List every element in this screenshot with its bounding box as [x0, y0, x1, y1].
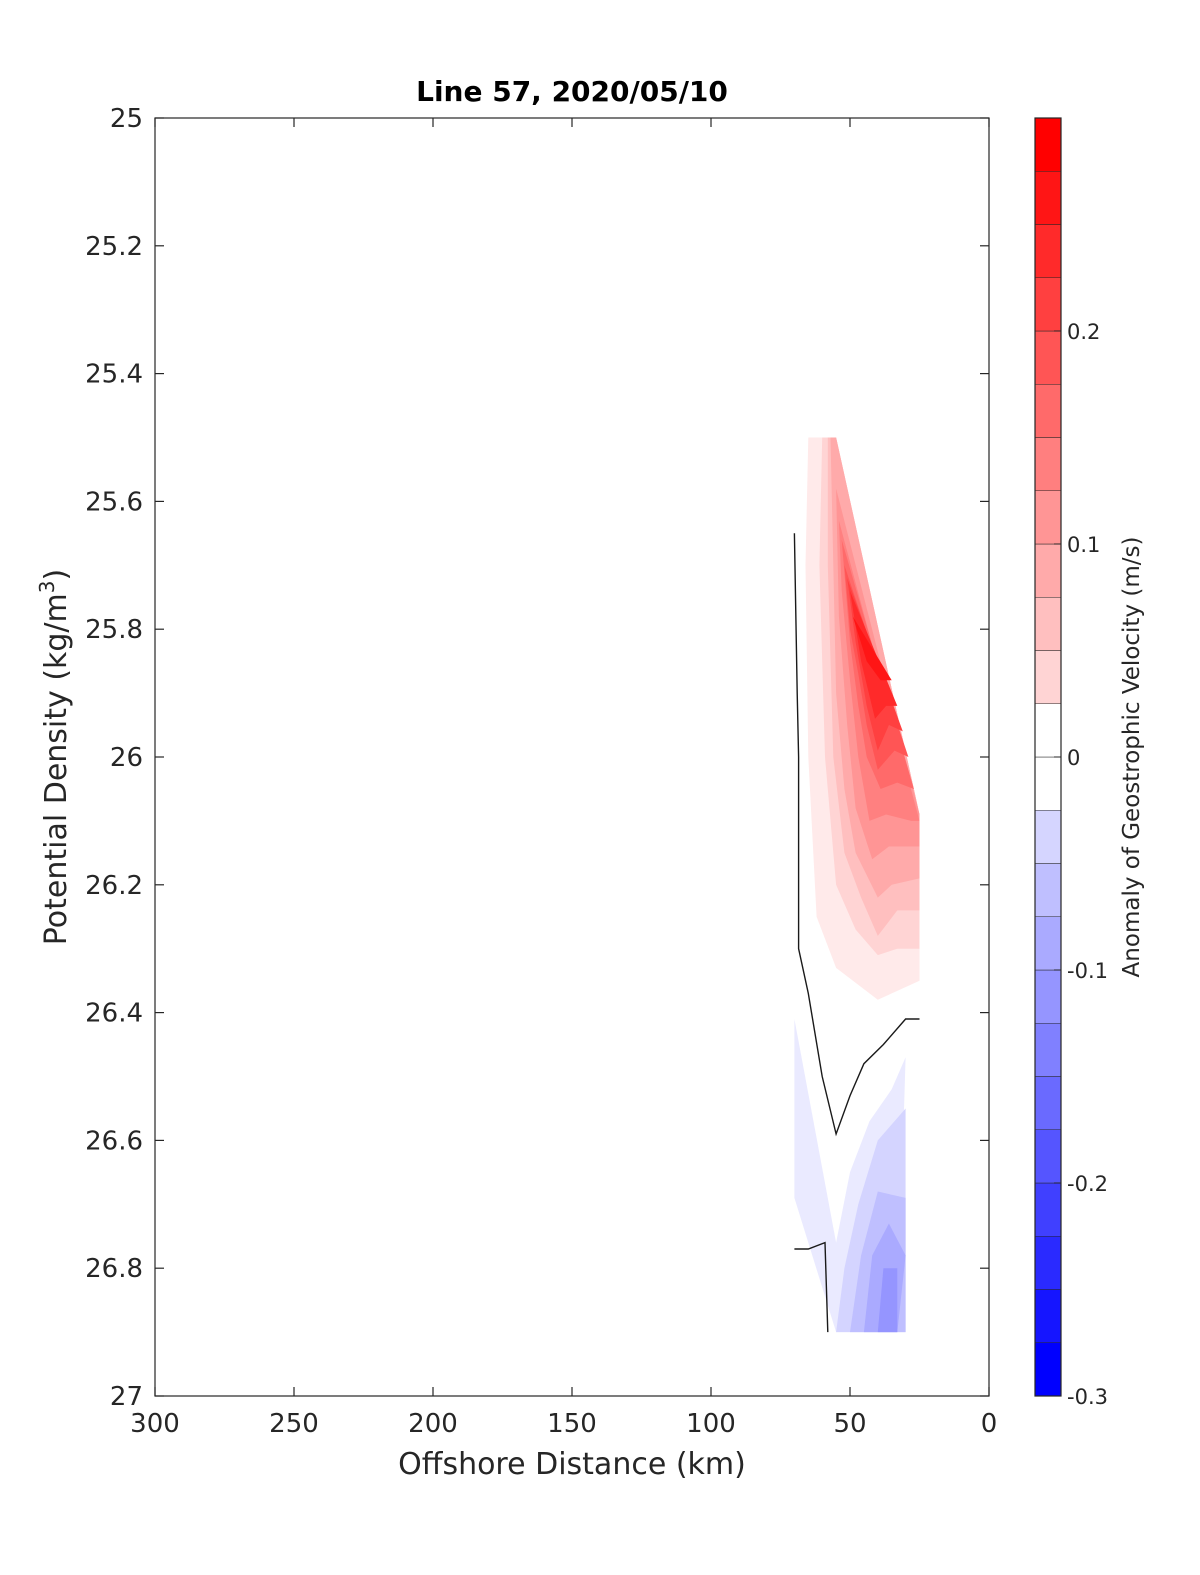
colorbar-band	[1034, 490, 1062, 545]
colorbar-band	[1034, 1289, 1062, 1343]
colorbar-label: Anomaly of Geostrophic Velocity (m/s)	[1119, 537, 1145, 978]
plot-area: 300 250 200 150 100 50 0 2525.225.425.625.8262…	[85, 104, 997, 1439]
colorbar-tick-label: 0.1	[1067, 533, 1100, 557]
colorbar-tick-label: -0.1	[1067, 959, 1108, 983]
y-tick-label: 25.8	[85, 615, 143, 645]
y-tick-label: 25.4	[85, 360, 143, 390]
y-tick-label: 26.6	[85, 1126, 143, 1156]
colorbar-band	[1034, 756, 1062, 811]
colorbar-band	[1034, 863, 1062, 917]
colorbar-band	[1034, 1236, 1062, 1290]
colorbar-band	[1034, 543, 1062, 598]
x-axis-label: Offshore Distance (km)	[398, 1447, 746, 1482]
contour-layer-neg-15	[877, 1268, 898, 1333]
chart-title: Line 57, 2020/05/10	[416, 75, 728, 108]
contour-fill-layers	[794, 437, 920, 1333]
y-tick-label: 25.2	[85, 232, 143, 262]
colorbar-band	[1034, 1182, 1062, 1237]
zero-contour-line-0	[793, 533, 920, 1137]
y-tick-label: 26.8	[85, 1254, 143, 1284]
y-axis-label-main: Potential Density (kg/m	[39, 593, 74, 945]
y-axis-label: Potential Density (kg/m3)	[35, 569, 74, 945]
colorbar-band	[1034, 277, 1062, 332]
y-tick-label: 26.4	[85, 999, 143, 1029]
colorbar-ticks: -0.3 -0.2 -0.1 0 0.1 0.2	[1054, 320, 1108, 1409]
colorbar-tick-label: 0.2	[1067, 320, 1100, 344]
contour-layer-pos-10	[852, 616, 892, 681]
x-tick-label: 300	[130, 1409, 180, 1439]
y-tick-label: 25	[110, 104, 143, 134]
colorbar-tick-label: -0.2	[1067, 1172, 1108, 1196]
colorbar-band	[1034, 117, 1062, 172]
y-tick-label: 26.2	[85, 871, 143, 901]
x-tick-label: 100	[686, 1409, 736, 1439]
colorbar-band	[1034, 224, 1062, 278]
colorbar: -0.3 -0.2 -0.1 0 0.1 0.2 Anomaly of Geostroph…	[1034, 117, 1145, 1409]
colorbar-band	[1034, 1129, 1062, 1184]
zero-contour-lines	[793, 533, 920, 1333]
colorbar-band	[1034, 1342, 1062, 1397]
y-tick-label: 27	[110, 1382, 143, 1412]
y-axis-label-superscript: 3	[35, 580, 59, 593]
colorbar-tick-label: 0	[1067, 746, 1080, 770]
x-tick-label: 250	[269, 1409, 319, 1439]
colorbar-band	[1034, 384, 1062, 438]
y-axis-label-tail: )	[39, 569, 74, 581]
colorbar-band	[1034, 916, 1062, 971]
colorbar-band	[1034, 597, 1062, 651]
y-tick-label: 25.6	[85, 487, 143, 517]
x-tick-label: 150	[547, 1409, 597, 1439]
colorbar-band	[1034, 703, 1062, 758]
contour-layer-pos-6	[841, 539, 914, 789]
colorbar-tick-label: -0.3	[1067, 1385, 1108, 1409]
x-tick-label: 0	[981, 1409, 998, 1439]
colorbar-band	[1034, 1023, 1062, 1077]
x-tick-label: 50	[833, 1409, 866, 1439]
colorbar-band	[1034, 650, 1062, 704]
colorbar-band	[1034, 969, 1062, 1024]
colorbar-band	[1034, 1076, 1062, 1130]
colorbar-band	[1034, 810, 1062, 864]
x-axis-ticks: 300 250 200 150 100 50 0	[130, 118, 997, 1439]
y-tick-label: 26	[110, 743, 143, 773]
x-tick-label: 200	[408, 1409, 458, 1439]
y-axis-ticks: 25 25.2 25.4 25.6 25.8 26 26.2 26.4 26.6 26.8 27	[85, 104, 989, 1412]
colorbar-band	[1034, 171, 1062, 225]
zero-contour-line-1	[794, 1241, 829, 1333]
colorbar-band	[1034, 330, 1062, 385]
colorbar-band	[1034, 437, 1062, 491]
